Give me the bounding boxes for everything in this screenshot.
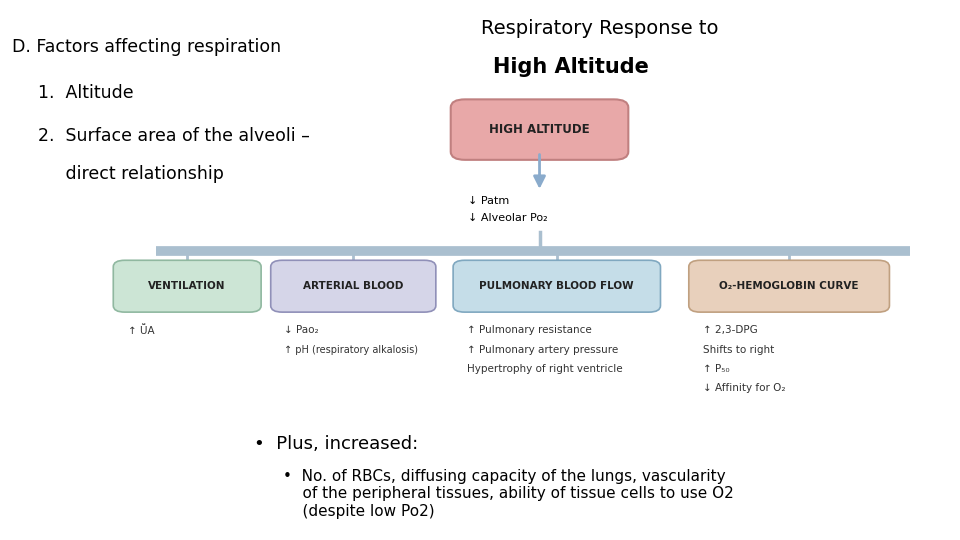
Text: ↓ Alveolar Po₂: ↓ Alveolar Po₂ bbox=[468, 213, 548, 222]
Text: ARTERIAL BLOOD: ARTERIAL BLOOD bbox=[303, 281, 403, 291]
Text: •  No. of RBCs, diffusing capacity of the lungs, vascularity
    of the peripher: • No. of RBCs, diffusing capacity of the… bbox=[283, 469, 734, 518]
Text: ↑ Pulmonary resistance: ↑ Pulmonary resistance bbox=[467, 325, 591, 335]
Text: ↓ Affinity for O₂: ↓ Affinity for O₂ bbox=[703, 383, 785, 394]
Text: 2.  Surface area of the alveoli –: 2. Surface area of the alveoli – bbox=[38, 127, 310, 145]
FancyBboxPatch shape bbox=[271, 260, 436, 312]
Text: D. Factors affecting respiration: D. Factors affecting respiration bbox=[12, 38, 280, 56]
Text: ↑ Pulmonary artery pressure: ↑ Pulmonary artery pressure bbox=[467, 345, 618, 355]
Text: HIGH ALTITUDE: HIGH ALTITUDE bbox=[490, 123, 589, 136]
Text: High Altitude: High Altitude bbox=[493, 57, 649, 77]
Text: Respiratory Response to: Respiratory Response to bbox=[481, 19, 719, 38]
Text: PULMONARY BLOOD FLOW: PULMONARY BLOOD FLOW bbox=[479, 281, 635, 291]
FancyBboxPatch shape bbox=[451, 99, 629, 160]
Text: VENTILATION: VENTILATION bbox=[149, 281, 226, 291]
Text: ↑ ṺA: ↑ ṺA bbox=[128, 325, 155, 336]
FancyBboxPatch shape bbox=[113, 260, 261, 312]
FancyBboxPatch shape bbox=[453, 260, 660, 312]
Text: O₂-HEMOGLOBIN CURVE: O₂-HEMOGLOBIN CURVE bbox=[719, 281, 859, 291]
Text: ↑ P₅₀: ↑ P₅₀ bbox=[703, 364, 730, 374]
Text: Hypertrophy of right ventricle: Hypertrophy of right ventricle bbox=[467, 364, 622, 374]
FancyBboxPatch shape bbox=[688, 260, 889, 312]
Text: direct relationship: direct relationship bbox=[38, 165, 225, 183]
Text: •  Plus, increased:: • Plus, increased: bbox=[254, 435, 419, 453]
Text: ↑ pH (respiratory alkalosis): ↑ pH (respiratory alkalosis) bbox=[284, 345, 419, 355]
Text: Shifts to right: Shifts to right bbox=[703, 345, 774, 355]
Text: ↓ Patm: ↓ Patm bbox=[468, 196, 510, 206]
Text: 1.  Altitude: 1. Altitude bbox=[38, 84, 134, 102]
Text: ↓ Pao₂: ↓ Pao₂ bbox=[284, 325, 319, 335]
Text: ↑ 2,3-DPG: ↑ 2,3-DPG bbox=[703, 325, 757, 335]
